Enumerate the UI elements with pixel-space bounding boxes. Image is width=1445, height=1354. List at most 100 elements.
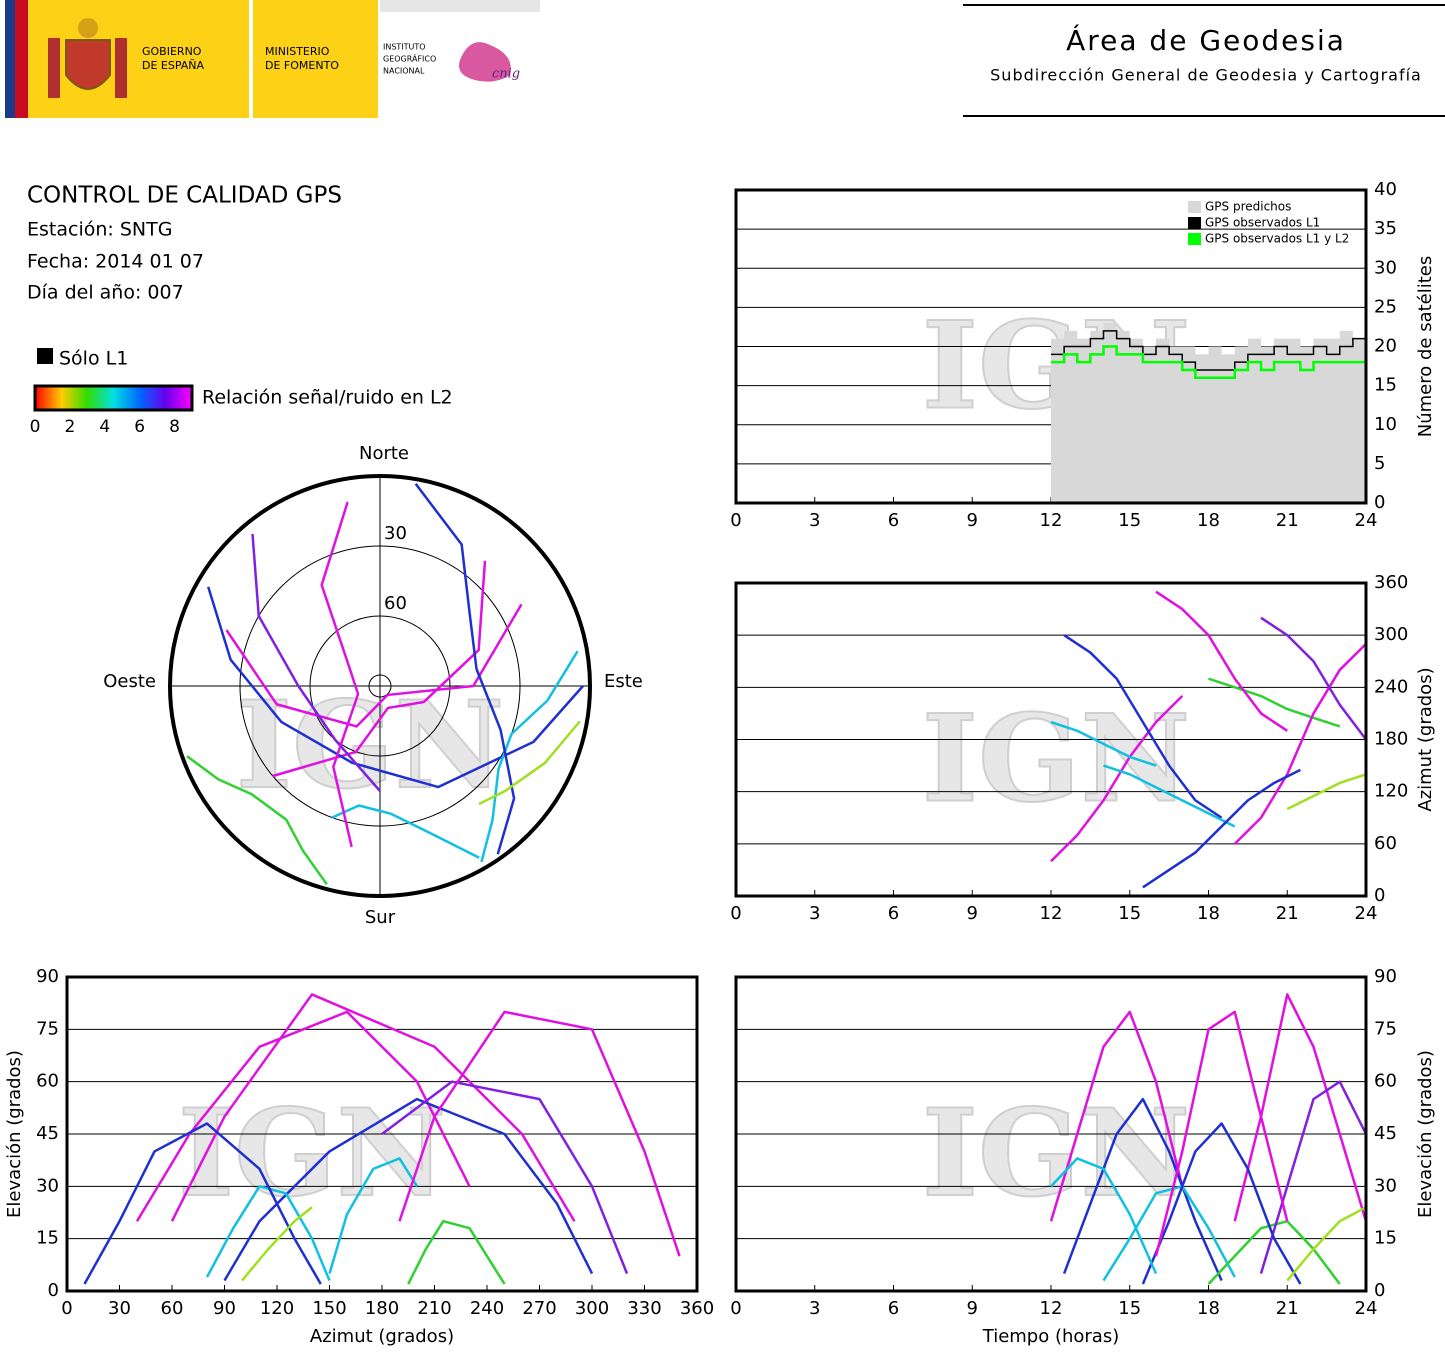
y-axis-title: Elevación (grados) xyxy=(4,1050,25,1218)
x-tick-label: 15 xyxy=(1118,510,1141,531)
satellite-track xyxy=(1155,590,1288,732)
header: GOBIERNO DE ESPAÑA MINISTERIO DE FOMENTO… xyxy=(5,0,1445,118)
x-tick-label: 6 xyxy=(888,903,899,924)
satellite-track xyxy=(223,1097,594,1282)
satellite-track xyxy=(205,1185,331,1282)
y-tick-label: 30 xyxy=(1374,1175,1397,1196)
x-tick-label: 0 xyxy=(61,1298,72,1319)
flag-red xyxy=(15,0,28,118)
satellite-track xyxy=(1050,695,1184,863)
satellite-track xyxy=(328,1157,419,1274)
satellite-track xyxy=(1102,1185,1236,1282)
satellite-track xyxy=(1142,768,1301,889)
ministry-line: MINISTERIO xyxy=(265,45,330,58)
gov-line: DE ESPAÑA xyxy=(142,59,205,72)
ministry-line: DE FOMENTO xyxy=(265,59,339,72)
colorbar-label: Relación señal/ruido en L2 xyxy=(202,387,453,409)
flag-blue xyxy=(5,0,15,118)
x-tick-label: 3 xyxy=(809,903,820,924)
x-tick-label: 15 xyxy=(1118,1298,1141,1319)
x-tick-label: 60 xyxy=(161,1298,184,1319)
x-tick-label: 12 xyxy=(1040,1298,1063,1319)
direction-label: Sur xyxy=(365,907,396,928)
x-tick-label: 6 xyxy=(888,1298,899,1319)
watermark: IGN xyxy=(922,689,1190,830)
y-tick-label: 10 xyxy=(1374,414,1397,435)
cnig-logo xyxy=(459,42,511,82)
x-tick-label: 18 xyxy=(1197,510,1220,531)
satellite-track xyxy=(251,533,381,792)
x-tick-label: 3 xyxy=(809,1298,820,1319)
info: CONTROL DE CALIDAD GPS Estación: SNTG Fe… xyxy=(27,183,453,412)
x-tick-label: 3 xyxy=(809,510,820,531)
legend-label: GPS predichos xyxy=(1205,200,1291,214)
x-axis-title: Tiempo (horas) xyxy=(982,1326,1120,1347)
legend-swatch xyxy=(1188,201,1201,213)
satellite-track xyxy=(398,1010,681,1257)
colorbar xyxy=(33,384,194,412)
y-tick-label: 30 xyxy=(36,1175,59,1196)
satellite-track xyxy=(1286,773,1367,811)
y-tick-label: 360 xyxy=(1374,572,1408,593)
satellite-track xyxy=(1063,634,1223,819)
satellite-track xyxy=(381,1080,629,1275)
y-tick-label: 120 xyxy=(1374,781,1408,802)
watermark: IGN xyxy=(236,675,504,816)
y-tick-label: 35 xyxy=(1374,218,1397,239)
x-tick-label: 9 xyxy=(967,510,978,531)
x-tick-label: 18 xyxy=(1197,903,1220,924)
x-tick-label: 0 xyxy=(730,1298,741,1319)
y-axis-title: Número de satélites xyxy=(1415,256,1436,438)
x-tick-label: 150 xyxy=(312,1298,346,1319)
satellite-track xyxy=(1233,642,1367,845)
count-line xyxy=(1051,345,1368,380)
x-tick-label: 300 xyxy=(575,1298,609,1319)
satellite-track xyxy=(1208,677,1341,728)
x-tick-label: 0 xyxy=(730,510,741,531)
satellite-track xyxy=(407,1219,506,1285)
gov-line: GOBIERNO xyxy=(142,45,202,58)
satellite-track xyxy=(135,1010,471,1222)
y-tick-label: 25 xyxy=(1374,296,1397,317)
x-tick-label: 240 xyxy=(470,1298,504,1319)
grey-bar xyxy=(380,0,540,12)
satellite-track xyxy=(331,804,480,859)
x-tick-label: 21 xyxy=(1276,510,1299,531)
header-subtitle: Subdirección General de Geodesia y Carto… xyxy=(990,66,1422,85)
satellite-track xyxy=(414,483,516,855)
y-tick-label: 90 xyxy=(36,966,59,987)
ring-label: 60 xyxy=(384,593,407,614)
x-tick-label: 0 xyxy=(730,903,741,924)
satellite-track xyxy=(1050,720,1157,767)
satellite-track xyxy=(241,1206,313,1282)
x-tick-label: 21 xyxy=(1276,903,1299,924)
x-tick-label: 18 xyxy=(1197,1298,1220,1319)
x-tick-label: 180 xyxy=(365,1298,399,1319)
y-tick-label: 0 xyxy=(1374,1280,1385,1301)
satellite-track xyxy=(1286,1206,1367,1282)
x-tick-label: 9 xyxy=(967,1298,978,1319)
y-tick-label: 0 xyxy=(1374,492,1385,513)
info-line: Estación: SNTG xyxy=(27,219,172,241)
x-tick-label: 360 xyxy=(680,1298,714,1319)
y-tick-label: 300 xyxy=(1374,624,1408,645)
x-tick-label: 270 xyxy=(522,1298,556,1319)
l1-swatch xyxy=(37,348,53,364)
colorbar-tick: 8 xyxy=(169,417,180,437)
x-tick-label: 12 xyxy=(1040,903,1063,924)
count-line xyxy=(1051,330,1367,371)
y-tick-label: 75 xyxy=(36,1018,59,1039)
x-tick-label: 120 xyxy=(260,1298,294,1319)
x-tick-label: 90 xyxy=(213,1298,236,1319)
y-tick-label: 0 xyxy=(48,1280,59,1301)
y-tick-label: 15 xyxy=(1374,375,1397,396)
plot-border xyxy=(734,975,1368,1293)
info-line: Fecha: 2014 01 07 xyxy=(27,251,204,273)
satellite-track xyxy=(478,720,581,806)
direction-label: Este xyxy=(604,671,643,692)
watermark: IGN xyxy=(178,1083,446,1224)
y-tick-label: 240 xyxy=(1374,676,1408,697)
ring-label: 30 xyxy=(384,523,407,544)
x-tick-label: 24 xyxy=(1355,903,1378,924)
